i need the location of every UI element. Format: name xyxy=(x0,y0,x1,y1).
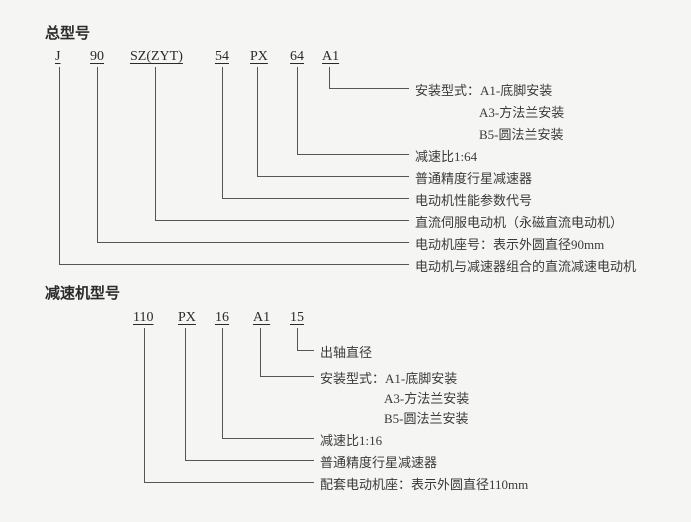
connector-vline xyxy=(222,328,223,438)
code-part: PX xyxy=(178,310,196,326)
desc-label: 电动机性能参数代号 xyxy=(415,190,532,209)
code-part: 15 xyxy=(290,310,304,326)
code-part: 110 xyxy=(133,310,153,326)
desc-label: 普通精度行星减速器 xyxy=(415,168,532,187)
connector-hline xyxy=(297,154,409,155)
connector-hline xyxy=(185,460,314,461)
desc-label: 安装型式：A1-底脚安装 xyxy=(320,368,457,387)
code-part: 54 xyxy=(215,49,229,65)
desc-label: 出轴直径 xyxy=(320,342,372,361)
connector-vline xyxy=(97,67,98,242)
connector-hline xyxy=(222,438,314,439)
connector-vline xyxy=(155,67,156,220)
section2-title: 减速机型号 xyxy=(45,282,120,303)
code-part: 16 xyxy=(215,310,229,326)
desc-label: 安装型式：A1-底脚安装 xyxy=(415,80,552,99)
connector-hline xyxy=(155,220,410,221)
connector-hline xyxy=(329,88,409,89)
code-part: J xyxy=(55,49,60,65)
connector-hline xyxy=(257,176,409,177)
desc-label: B5-圆法兰安装 xyxy=(479,124,564,143)
desc-label: 减速比1:64 xyxy=(415,146,477,165)
desc-label: 电动机与减速器组合的直流减速电动机 xyxy=(415,256,636,275)
code-part: SZ(ZYT) xyxy=(130,49,183,65)
code-part: PX xyxy=(250,49,268,65)
connector-hline xyxy=(97,242,409,243)
desc-label: 直流伺服电动机（永磁直流电动机） xyxy=(415,212,623,231)
connector-hline xyxy=(144,482,315,483)
code-part: 64 xyxy=(290,49,304,65)
connector-hline xyxy=(222,198,409,199)
connector-vline xyxy=(257,67,258,176)
connector-vline xyxy=(297,328,298,350)
connector-hline xyxy=(260,376,314,377)
desc-label: 配套电动机座：表示外圆直径110mm xyxy=(320,474,528,493)
desc-label: A3-方法兰安装 xyxy=(479,102,564,121)
desc-label: 电动机座号：表示外圆直径90mm xyxy=(415,234,604,253)
connector-vline xyxy=(260,328,261,376)
connector-vline xyxy=(144,328,145,482)
connector-vline xyxy=(185,328,186,460)
connector-hline xyxy=(297,350,314,351)
connector-vline xyxy=(329,67,330,88)
connector-vline xyxy=(59,67,60,264)
section1-title: 总型号 xyxy=(45,22,90,43)
diagram-page: 总型号 减速机型号 J 90 SZ(ZYT) 54 PX 64 A1 安装型式：A1-底脚安装… xyxy=(0,0,691,522)
desc-label: 减速比1:16 xyxy=(320,430,382,449)
desc-label: A3-方法兰安装 xyxy=(384,388,469,407)
desc-label: 普通精度行星减速器 xyxy=(320,452,437,471)
connector-hline xyxy=(59,264,410,265)
desc-label: B5-圆法兰安装 xyxy=(384,408,469,427)
code-part: A1 xyxy=(322,49,339,65)
connector-vline xyxy=(222,67,223,198)
code-part: A1 xyxy=(253,310,270,326)
connector-vline xyxy=(297,67,298,154)
code-part: 90 xyxy=(90,49,104,65)
